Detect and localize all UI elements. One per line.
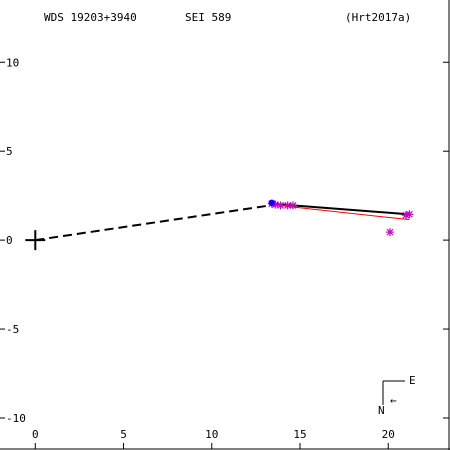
observation-point-stroke xyxy=(271,201,279,208)
observation-markers xyxy=(25,199,414,251)
y-tick-label: 10 xyxy=(6,56,19,69)
orbit-lines xyxy=(35,202,410,242)
observation-point-stroke xyxy=(277,202,285,209)
observation-point xyxy=(405,210,414,219)
observation-point xyxy=(276,201,285,210)
compass-arrow-icon: ← xyxy=(390,394,397,407)
highlighted-observation-point xyxy=(268,199,275,206)
compass-east-label: E xyxy=(409,374,416,387)
axis-ticks xyxy=(0,61,449,449)
x-tick-label: 15 xyxy=(293,428,306,441)
x-tick-label: 5 xyxy=(120,428,127,441)
reference-label: (Hrt2017a) xyxy=(345,11,411,24)
axis-tick-labels: 0 5 10 15 20 10 5 0 -5 -10 xyxy=(6,56,395,441)
x-tick-label: 20 xyxy=(382,428,395,441)
observation-point xyxy=(386,228,394,237)
x-tick-label: 10 xyxy=(205,428,218,441)
compass: E N ← xyxy=(378,374,416,417)
x-tick-label: 0 xyxy=(32,428,39,441)
observation-point-stroke xyxy=(405,210,413,218)
y-tick-label: -10 xyxy=(6,412,26,425)
observation-point xyxy=(288,201,297,210)
primary-to-orbit-dashed-line xyxy=(35,204,271,242)
observation-point-stroke xyxy=(386,228,394,236)
wds-id-label: WDS 19203+3940 xyxy=(44,11,137,24)
y-tick-label: -5 xyxy=(6,323,19,336)
y-tick-label: 0 xyxy=(6,234,13,247)
compass-north-label: N xyxy=(378,404,385,417)
y-tick-label: 5 xyxy=(6,145,13,158)
discoverer-label: SEI 589 xyxy=(185,11,231,24)
observation-point-stroke xyxy=(284,202,292,209)
observation-point xyxy=(283,201,292,210)
observation-point-stroke xyxy=(289,202,297,209)
